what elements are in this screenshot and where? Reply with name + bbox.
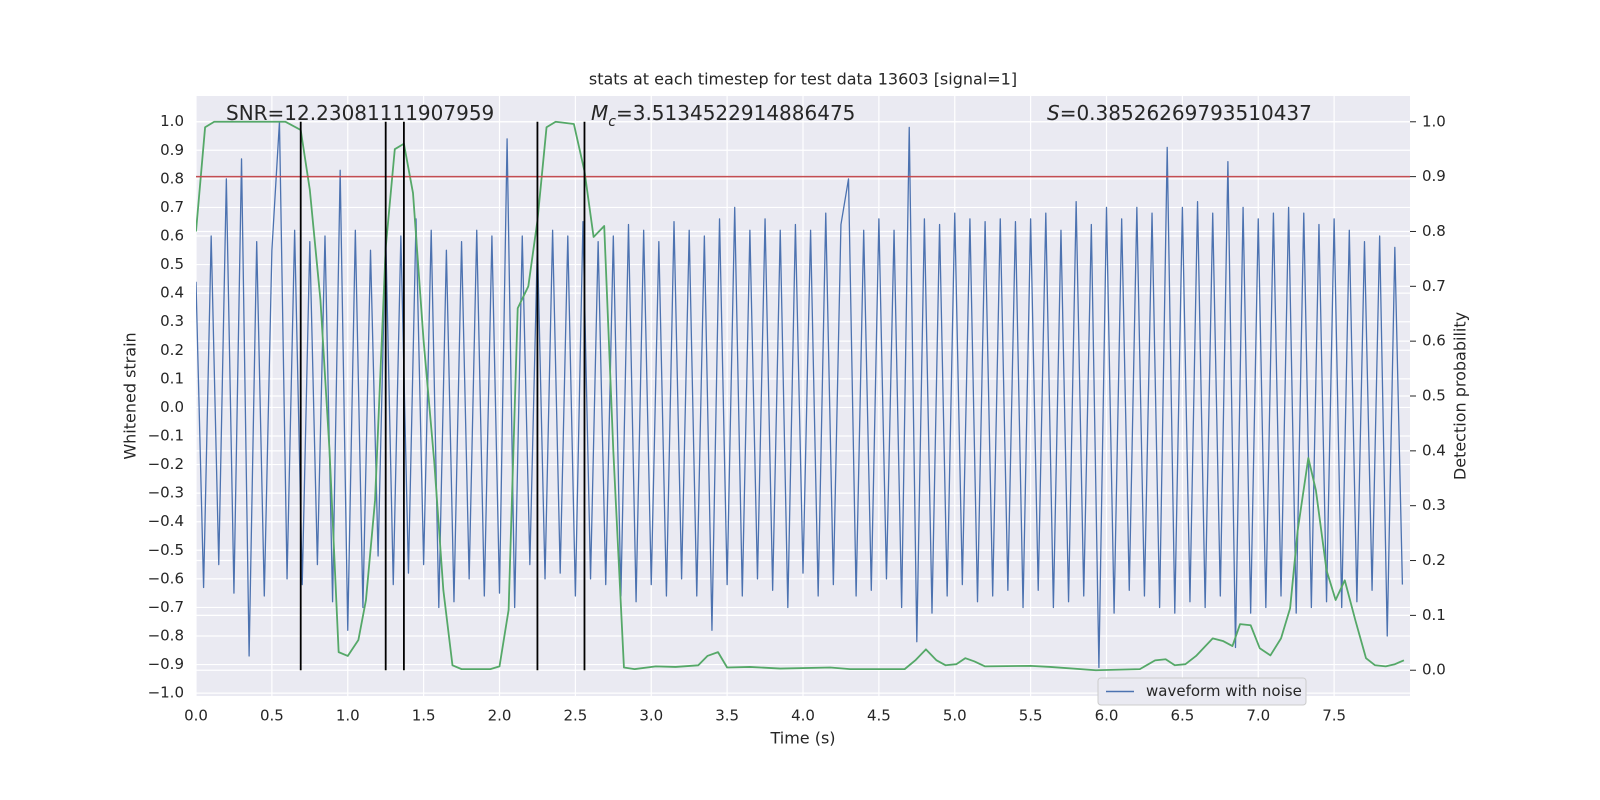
y2-tick-label: 0.9 — [1422, 167, 1446, 185]
x-tick-label: 5.0 — [943, 707, 967, 725]
x-tick-label: 6.0 — [1095, 707, 1119, 725]
plot-layer — [196, 120, 1410, 672]
y-tick-label: −0.2 — [148, 455, 184, 473]
y-tick-label: −0.7 — [148, 598, 184, 616]
y2-tick-label: 0.5 — [1422, 387, 1446, 405]
x-tick-label: 7.5 — [1322, 707, 1346, 725]
y2-tick-label: 0.3 — [1422, 496, 1446, 514]
y-tick-label: −0.1 — [148, 427, 184, 445]
y-tick-label: −0.3 — [148, 484, 184, 502]
annotation-text: =3.5134522914886475 — [616, 101, 855, 125]
y2-tick-label: 0.4 — [1422, 441, 1446, 459]
x-tick-label: 1.0 — [336, 707, 360, 725]
y-tick-label: 0.2 — [160, 341, 184, 359]
y-tick-label: −1.0 — [148, 684, 184, 702]
y-tick-label: 0.4 — [160, 284, 184, 302]
x-tick-label: 0.5 — [260, 707, 284, 725]
x-tick-label: 6.5 — [1170, 707, 1194, 725]
annotation: Mc=3.5134522914886475 — [591, 101, 855, 131]
x-tick-label: 7.0 — [1246, 707, 1270, 725]
y-axis-label: Whitened strain — [121, 332, 140, 459]
x-tick-label: 4.0 — [791, 707, 815, 725]
y2-tick-label: 0.0 — [1422, 661, 1446, 679]
y-tick-label: 0.6 — [160, 227, 184, 245]
y-tick-label: 0.8 — [160, 169, 184, 187]
y-tick-label: 0.5 — [160, 255, 184, 273]
y-tick-label: 0.0 — [160, 398, 184, 416]
annotation-symbol: S — [1047, 101, 1060, 125]
x-tick-label: 1.5 — [412, 707, 436, 725]
annotation: S=0.38526269793510437 — [1047, 101, 1312, 125]
chart-title: stats at each timestep for test data 136… — [589, 70, 1017, 89]
y2-axis-label: Detection probability — [1451, 312, 1470, 480]
y-tick-label: 0.9 — [160, 141, 184, 159]
y-tick-label: −0.8 — [148, 627, 184, 645]
x-tick-label: 5.5 — [1019, 707, 1043, 725]
y2-tick-label: 0.2 — [1422, 551, 1446, 569]
annotation-text: SNR=12.23081111907959 — [226, 101, 494, 125]
y-tick-label: −0.5 — [148, 541, 184, 559]
x-tick-label: 2.0 — [488, 707, 512, 725]
x-axis-label: Time (s) — [769, 729, 835, 748]
legend-box — [1097, 677, 1307, 706]
y-tick-label: 0.7 — [160, 198, 184, 216]
y-tick-label: 0.3 — [160, 312, 184, 330]
series-line — [196, 120, 1405, 672]
legend-label: waveform with noise — [1146, 682, 1302, 700]
x-tick-label: 4.5 — [867, 707, 891, 725]
y2-tick-label: 0.6 — [1422, 332, 1446, 350]
y-tick-label: −0.4 — [148, 512, 184, 530]
annotation-subscript: c — [608, 114, 616, 130]
y2-tick-label: 0.7 — [1422, 277, 1446, 295]
y-tick-label: 1.0 — [160, 112, 184, 130]
y2-tick-label: 1.0 — [1422, 112, 1446, 130]
y-tick-label: −0.9 — [148, 655, 184, 673]
x-tick-label: 2.5 — [563, 707, 587, 725]
x-tick-label: 0.0 — [184, 707, 208, 725]
y2-tick-label: 0.1 — [1422, 606, 1446, 624]
x-tick-label: 3.5 — [715, 707, 739, 725]
y-tick-label: −0.6 — [148, 569, 184, 587]
annotation-symbol: M — [591, 101, 608, 125]
annotation: SNR=12.23081111907959 — [226, 101, 494, 125]
y-tick-label: 0.1 — [160, 369, 184, 387]
annotation-text: =0.38526269793510437 — [1060, 101, 1312, 125]
y2-tick-label: 0.8 — [1422, 222, 1446, 240]
x-tick-label: 3.0 — [639, 707, 663, 725]
series-line — [196, 121, 1404, 669]
